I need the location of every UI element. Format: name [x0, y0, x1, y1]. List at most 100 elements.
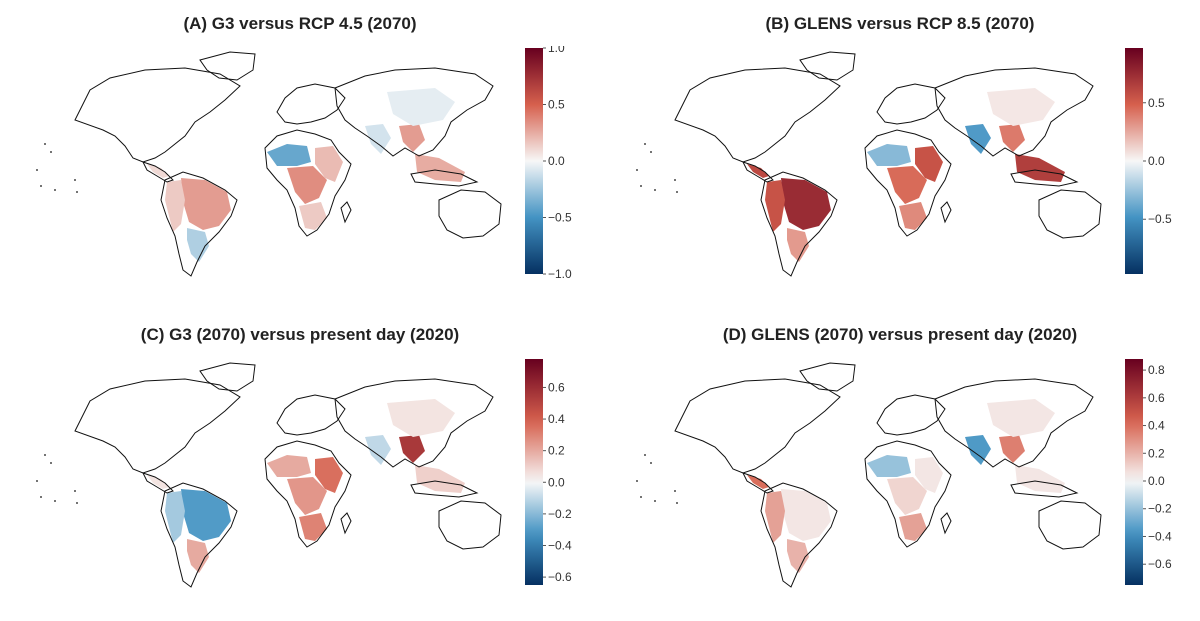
region-east-africa — [915, 146, 943, 182]
region-south-america-south — [787, 228, 809, 262]
africa-outline — [264, 440, 352, 548]
island-dot — [654, 500, 656, 502]
panel-title: (C) G3 (2070) versus present day (2020) — [140, 325, 460, 344]
region-southeast-asia — [415, 465, 465, 493]
colorbar-tick-label: 0.6 — [1148, 391, 1165, 405]
panel-d: (D) GLENS (2070) versus present day (202… — [600, 311, 1200, 621]
europe-outline — [276, 394, 346, 436]
island-dot — [50, 462, 52, 464]
madagascar-outline — [940, 512, 952, 535]
island-dot — [636, 480, 638, 482]
colorbar-tick-label: −0.2 — [548, 507, 572, 521]
island-dot — [644, 143, 646, 145]
island-dot — [54, 189, 56, 191]
world-map — [636, 51, 1102, 277]
region-andes — [165, 180, 185, 232]
colorbar-tick-label: 0.0 — [1148, 474, 1165, 488]
island-dot — [650, 151, 652, 153]
region-central-america — [147, 164, 169, 178]
asia-outline — [334, 67, 494, 157]
asia-outline — [334, 378, 494, 468]
world-map — [36, 51, 502, 277]
region-east-africa — [315, 457, 343, 493]
south-america-outline — [160, 482, 238, 588]
region-southern-africa — [899, 202, 927, 230]
north-america-outline — [674, 378, 841, 474]
madagascar-outline — [940, 201, 952, 224]
world-map — [36, 362, 502, 588]
colorbar-tick-label: 0.0 — [548, 154, 565, 168]
region-west-africa — [267, 455, 311, 477]
region-south-china — [999, 124, 1025, 152]
region-southern-africa — [299, 513, 327, 541]
central-america-outline — [142, 472, 174, 494]
panel-title: (A) G3 versus RCP 4.5 (2070) — [183, 14, 417, 33]
region-china — [387, 399, 455, 437]
europe-outline — [276, 83, 346, 125]
colorbar: 0.6 0.4 0.2 0.0 −0.2 −0.4 −0.6 — [525, 359, 572, 585]
region-southern-africa — [899, 513, 927, 541]
region-central-africa — [887, 166, 927, 204]
region-india — [365, 435, 391, 465]
africa-outline — [264, 129, 352, 237]
greenland-outline — [799, 51, 856, 81]
indonesia-outline — [1010, 480, 1079, 498]
island-dot — [674, 179, 676, 181]
region-andes — [165, 491, 185, 543]
region-southern-africa — [299, 202, 327, 230]
region-china — [387, 88, 455, 126]
colorbar: 0.8 0.6 0.4 0.2 0.0 −0.2 −0.4 −0.6 — [1125, 359, 1172, 585]
colorbar-tick-label: 0.2 — [1148, 446, 1165, 460]
colorbar-tick-label: 0.4 — [548, 412, 565, 426]
greenland-outline — [799, 362, 856, 392]
island-dot — [676, 502, 678, 504]
region-central-america — [747, 164, 769, 178]
island-dot — [74, 179, 76, 181]
region-india — [965, 435, 991, 465]
south-america-outline — [760, 171, 838, 277]
island-dot — [44, 143, 46, 145]
panel-a: (A) G3 versus RCP 4.5 (2070) 1.0 0.5 0.0 −0… — [0, 0, 600, 310]
island-dot — [50, 151, 52, 153]
greenland-outline — [199, 362, 256, 392]
colorbar-tick-label: 0.4 — [1148, 419, 1165, 433]
region-india — [965, 124, 991, 154]
colorbar-gradient — [1125, 359, 1143, 585]
colorbar-tick-label: 0.2 — [548, 444, 565, 458]
island-dot — [54, 500, 56, 502]
island-dot — [76, 502, 78, 504]
central-america-outline — [142, 161, 174, 183]
region-east-africa — [915, 457, 943, 493]
colorbar-gradient — [1125, 48, 1143, 274]
colorbar: 0.5 0.0 −0.5 — [1125, 48, 1172, 274]
region-west-africa — [867, 144, 911, 166]
colorbar-tick-label: −1.0 — [548, 267, 572, 278]
colorbar-tick-label: −0.2 — [1148, 502, 1172, 516]
region-central-africa — [287, 166, 327, 204]
island-dot — [76, 191, 78, 193]
region-china — [987, 399, 1055, 437]
north-america-outline — [74, 378, 241, 474]
asia-outline — [934, 378, 1094, 468]
central-america-outline — [742, 161, 774, 183]
region-brazil — [781, 178, 831, 230]
australia-outline — [438, 189, 502, 239]
colorbar: 1.0 0.5 0.0 −0.5 −1.0 — [525, 46, 572, 278]
europe-outline — [876, 394, 946, 436]
region-southeast-asia — [1015, 465, 1065, 493]
island-dot — [676, 191, 678, 193]
colorbar-tick-label: −0.5 — [1148, 212, 1172, 226]
panel-title: (D) GLENS (2070) versus present day (202… — [722, 325, 1078, 344]
island-dot — [640, 185, 642, 187]
world-map — [636, 362, 1102, 588]
colorbar-tick-label: −0.4 — [1148, 529, 1172, 543]
central-america-outline — [742, 472, 774, 494]
region-brazil — [181, 178, 231, 230]
island-dot — [40, 185, 42, 187]
region-south-china — [999, 435, 1025, 463]
north-america-outline — [74, 67, 241, 163]
island-dot — [674, 490, 676, 492]
colorbar-tick-label: −0.6 — [1148, 557, 1172, 571]
africa-outline — [864, 129, 952, 237]
region-central-america — [747, 475, 769, 489]
